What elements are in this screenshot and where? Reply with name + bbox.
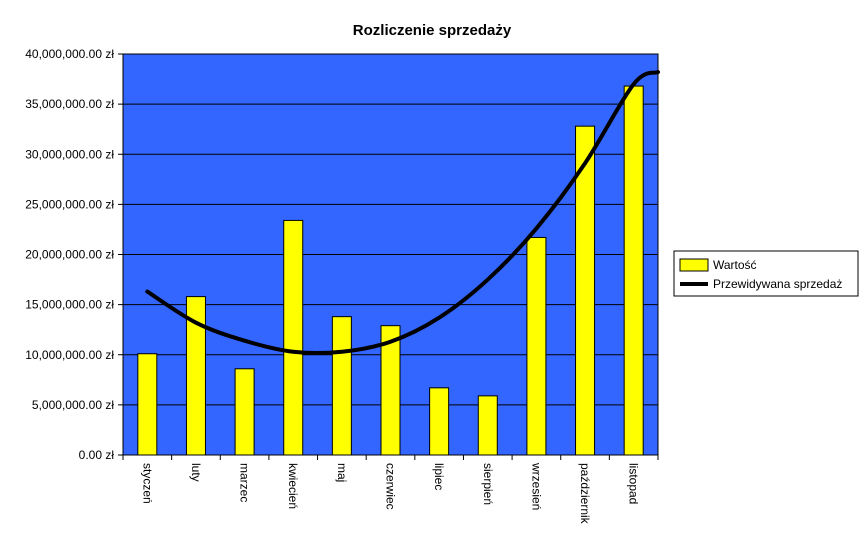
legend-swatch-bar [679, 258, 709, 272]
y-tick-label: 0.00 zł [79, 448, 115, 462]
x-tick-label: maj [335, 463, 349, 482]
chart-title: Rozliczenie sprzedaży [353, 22, 512, 39]
x-tick-label: październik [578, 463, 592, 525]
bar [429, 387, 450, 456]
x-tick-label: wrzesień [529, 462, 543, 510]
legend-label-bar: Wartość [713, 258, 757, 272]
y-tick-label: 15,000,000.00 zł [25, 298, 114, 312]
y-tick-label: 35,000,000.00 zł [25, 97, 114, 111]
x-tick-label: lipiec [432, 463, 446, 490]
x-tick-label: styczeń [140, 463, 154, 504]
bar-series [137, 85, 644, 456]
y-tick-label: 25,000,000.00 zł [25, 197, 114, 211]
x-tick-label: listopad [627, 463, 641, 504]
x-tick-label: marzec [238, 463, 252, 502]
legend: Wartość Przewidywana sprzedaż [673, 250, 859, 297]
x-tick-label: kwiecień [286, 463, 300, 509]
bar [137, 353, 158, 456]
bar [234, 368, 255, 456]
bar [526, 236, 547, 456]
y-tick-label: 5,000,000.00 zł [32, 398, 114, 412]
x-tick-label: czerwiec [384, 463, 398, 510]
bar [283, 219, 304, 456]
bar [623, 85, 644, 456]
x-axis-ticks: styczeń luty marzec kwiecień maj czerwiec lipi… [122, 455, 659, 525]
x-tick-label: sierpień [481, 463, 495, 505]
grid-lines [123, 103, 658, 406]
y-tick-label: 30,000,000.00 zł [25, 147, 114, 161]
bar [331, 316, 352, 456]
y-tick-label: 20,000,000.00 zł [25, 248, 114, 262]
x-tick-label: luty [189, 463, 203, 482]
y-tick-label: 40,000,000.00 zł [25, 47, 114, 61]
trend-line-series [145, 70, 660, 356]
y-tick-label: 10,000,000.00 zł [25, 348, 114, 362]
legend-label-line: Przewidywana sprzedaż [713, 277, 842, 291]
bar [477, 395, 498, 456]
y-axis-ticks: 0.00 zł 5,000,000.00 zł 10,000,000.00 zł 15… [25, 47, 123, 462]
trend-line [145, 70, 660, 356]
